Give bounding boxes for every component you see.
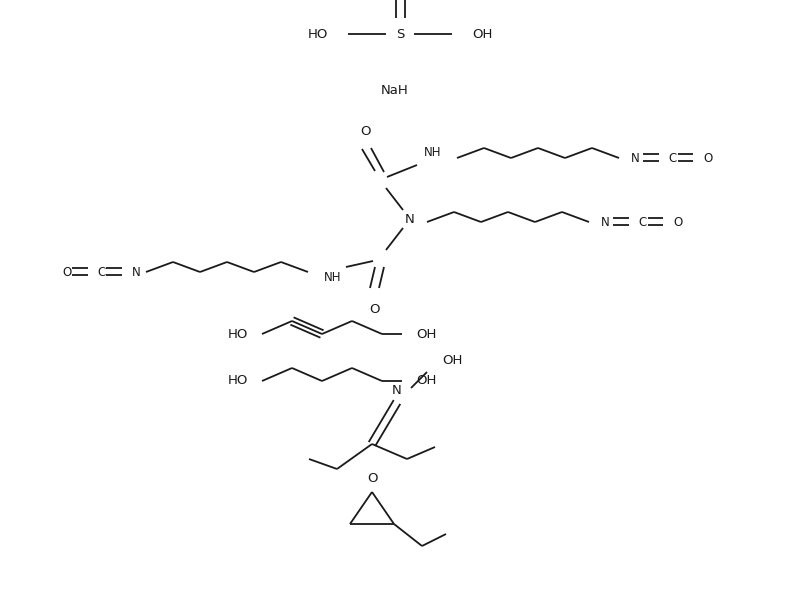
Text: N: N bbox=[601, 216, 610, 229]
Text: HO: HO bbox=[308, 27, 328, 40]
Text: O: O bbox=[673, 216, 682, 229]
Text: C: C bbox=[638, 216, 646, 229]
Text: O: O bbox=[703, 151, 712, 165]
Text: O: O bbox=[369, 302, 380, 315]
Text: OH: OH bbox=[442, 353, 463, 366]
Text: N: N bbox=[132, 266, 141, 279]
Text: NH: NH bbox=[424, 146, 442, 159]
Text: NaH: NaH bbox=[381, 84, 409, 96]
Text: O: O bbox=[361, 125, 372, 137]
Text: N: N bbox=[405, 213, 415, 226]
Text: OH: OH bbox=[416, 374, 436, 387]
Text: S: S bbox=[396, 27, 404, 40]
Text: O: O bbox=[367, 472, 377, 485]
Text: C: C bbox=[668, 151, 676, 165]
Text: OH: OH bbox=[472, 27, 492, 40]
Text: NH: NH bbox=[324, 270, 342, 283]
Text: N: N bbox=[392, 384, 402, 397]
Text: HO: HO bbox=[228, 327, 248, 340]
Text: HO: HO bbox=[228, 374, 248, 387]
Text: C: C bbox=[97, 266, 105, 279]
Text: OH: OH bbox=[416, 327, 436, 340]
Text: N: N bbox=[631, 151, 640, 165]
Text: O: O bbox=[62, 266, 71, 279]
